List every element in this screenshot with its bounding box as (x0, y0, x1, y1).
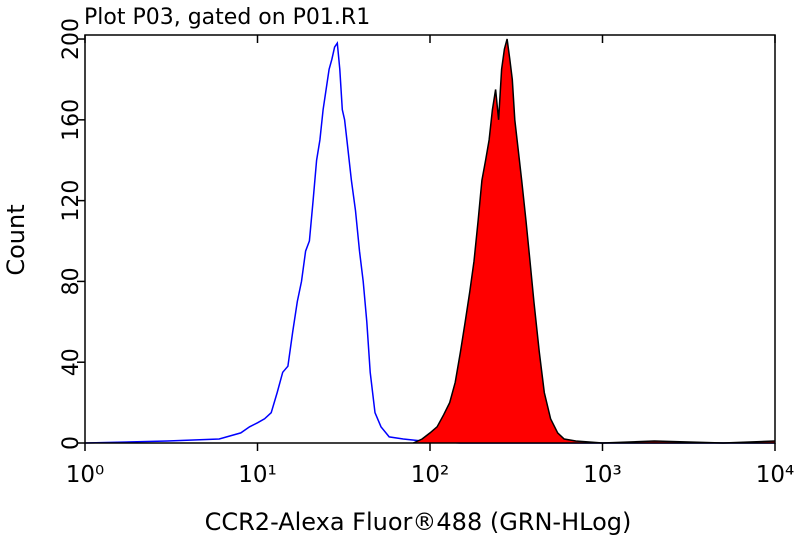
y-tick-label: 120 (59, 180, 84, 222)
chart-title: Plot P03, gated on P01.R1 (84, 5, 370, 30)
y-tick-label: 40 (59, 348, 84, 376)
x-tick-label: 10² (411, 462, 450, 488)
x-axis-label: CCR2-Alexa Fluor®488 (GRN-HLog) (205, 508, 632, 536)
histogram-line (412, 38, 776, 444)
y-tick-label: 160 (59, 99, 84, 141)
x-tick-label: 10⁴ (756, 462, 795, 488)
y-axis-label: Count (2, 204, 30, 275)
x-tick-label: 10⁰ (66, 462, 105, 488)
y-tick-label: 0 (59, 436, 84, 450)
histogram-area (413, 39, 775, 443)
x-tick-label: 10³ (583, 462, 622, 488)
y-tick-label: 200 (59, 18, 84, 60)
x-tick-label: 10¹ (238, 462, 277, 488)
histogram-line (84, 40, 775, 444)
y-tick-label: 80 (59, 267, 84, 295)
plot-frame (84, 34, 776, 444)
